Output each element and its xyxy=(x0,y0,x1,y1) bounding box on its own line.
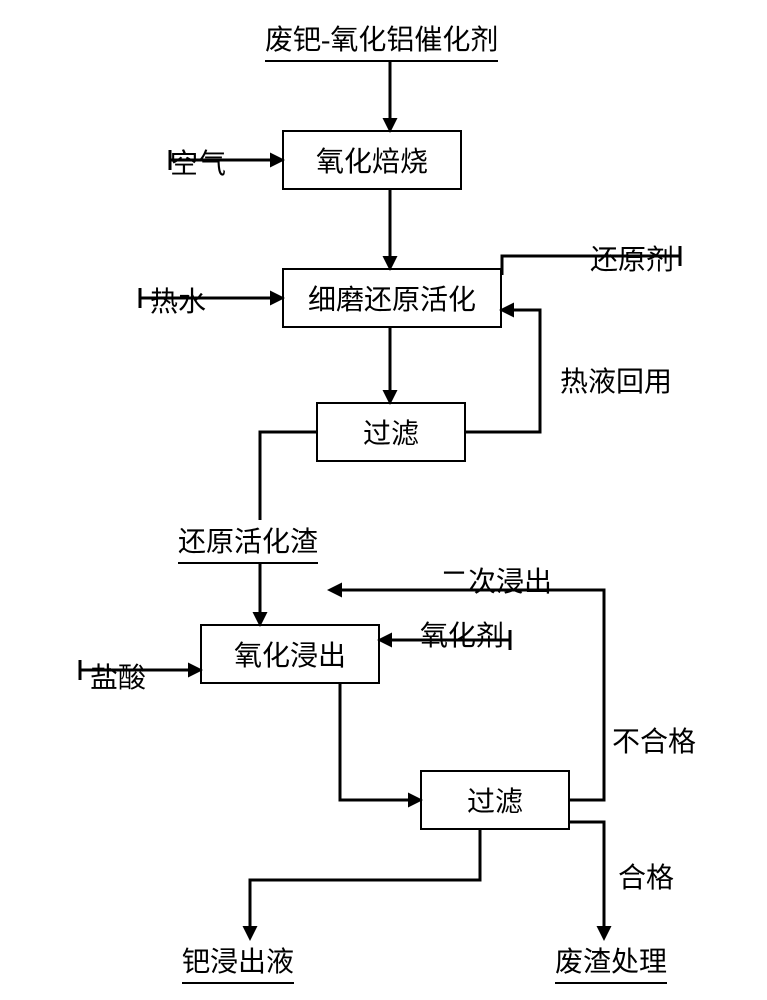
edge-e15 xyxy=(570,822,604,938)
node-n_filter2: 过滤 xyxy=(420,770,570,830)
node-n_hcl: 盐酸 xyxy=(90,656,146,696)
edge-e12 xyxy=(340,684,420,800)
node-n_air: 空气 xyxy=(170,142,226,182)
node-n_second: 二次浸出 xyxy=(440,560,552,600)
node-n_roast: 氧化焙烧 xyxy=(282,130,462,190)
node-n_fail: 不合格 xyxy=(612,720,696,760)
node-n_hot: 热水 xyxy=(150,280,206,320)
edge-e14 xyxy=(250,830,480,938)
edge-e8 xyxy=(260,432,316,520)
node-n_recycle: 热液回用 xyxy=(560,360,672,400)
edge-e7 xyxy=(466,310,540,432)
node-n_filter1: 过滤 xyxy=(316,402,466,462)
node-n_out1: 钯浸出液 xyxy=(182,940,294,984)
node-n_slag: 还原活化渣 xyxy=(178,520,318,564)
node-n_pass: 合格 xyxy=(618,856,674,896)
node-n_title: 废钯-氧化铝催化剂 xyxy=(265,18,498,62)
node-n_grind: 细磨还原活化 xyxy=(282,268,502,328)
node-n_oxid: 氧化剂 xyxy=(420,614,504,654)
node-n_out2: 废渣处理 xyxy=(555,940,667,984)
flowchart-canvas: 废钯-氧化铝催化剂空气 氧化焙烧热水 细磨还原活化 还原剂过滤 热液回用还原活化渣盐酸 氧… xyxy=(0,0,767,1000)
node-n_leach: 氧化浸出 xyxy=(200,624,380,684)
node-n_reducer: 还原剂 xyxy=(590,238,674,278)
